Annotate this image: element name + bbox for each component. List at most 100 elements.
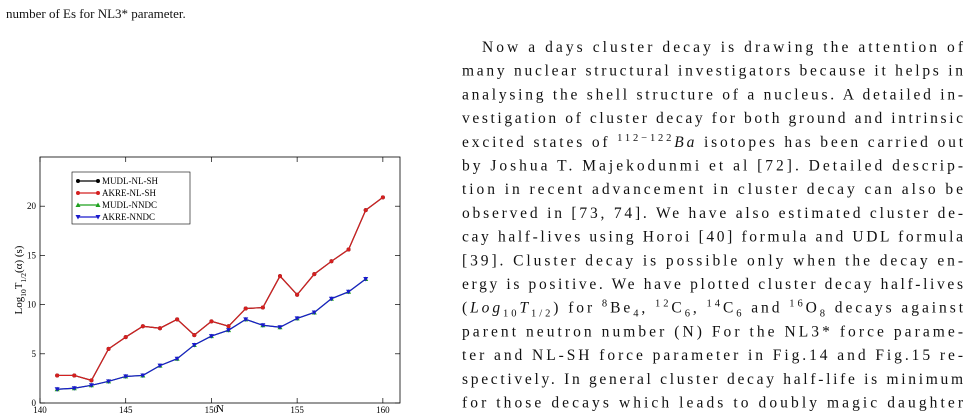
text-run: 16 [789,299,802,310]
text-run: observed in [73, 74]. We have also estim… [462,205,963,222]
legend-marker [76,191,80,195]
text-run: , [641,300,652,317]
y-tick-label: 15 [27,250,37,260]
y-tick-label: 0 [32,398,37,408]
body-line: analysing the shell structure of a nucle… [462,86,963,103]
text-run: Be [610,300,630,317]
text-run: by Joshua T. Majekodunmi et al [72]. Det… [462,158,963,175]
text-run: excited states of [462,134,614,151]
point [226,328,232,333]
point [209,319,214,324]
point [106,379,112,384]
point [312,272,317,277]
point [208,334,214,339]
point [346,289,352,295]
point [311,310,317,315]
body-line: observed in [73, 74]. We have also estim… [462,205,963,222]
x-tick-label: 160 [376,405,390,414]
legend-label: MUDL-NNDC [102,200,157,210]
body-line: vestigation of cluster decay for both gr… [462,110,963,127]
legend-marker [75,202,81,207]
text-run: 6 [685,309,690,320]
text-run: Log [13,296,25,314]
point [329,259,334,264]
point [140,373,146,378]
text-run: (α) (s) [13,245,25,273]
body-line: by Joshua T. Majekodunmi et al [72]. Det… [462,158,963,175]
body-line: [39]. Cluster decay is possible only whe… [462,252,963,269]
x-tick-label: 145 [119,405,133,414]
body-line: many nuclear structural investigators be… [462,63,963,80]
body-line: cay half-lives using Horoi [40] formula … [462,229,963,246]
text-run: Log [469,300,500,317]
point [72,373,77,378]
text-run: many nuclear structural investigators be… [462,63,963,80]
point [277,325,283,330]
point [191,342,197,348]
series-line [57,196,384,382]
point [278,274,282,279]
legend-marker [75,215,81,220]
legend-marker [76,179,80,183]
x-tick-label: 155 [290,405,304,414]
text-run: Now a days cluster decay is drawing the … [482,39,964,56]
point [123,374,129,379]
text-run: 1/2 [531,309,550,320]
text-run: 4 [633,309,639,320]
legend-marker [95,202,101,207]
text-run: ter and NL-SH force parameter in Fig.14 … [462,347,963,364]
text-run: and [744,300,786,317]
point [243,306,248,311]
point [380,195,385,200]
point [260,305,265,310]
text-run: isotopes has been carried out [697,134,963,151]
text-run: O [806,300,817,317]
text-run: ergy is positive. We have plotted cluste… [462,276,963,293]
body-line: excited states of 112−122 Ba isotopes has… [462,133,964,151]
point [295,292,300,297]
text-run: 1/2 [19,273,28,283]
text-run: for those decays which leads to doubly m… [462,395,964,412]
point [346,247,351,252]
point [363,208,368,213]
point [243,317,249,322]
point [174,356,180,362]
legend-marker [96,179,100,183]
body-line: ter and NL-SH force parameter in Fig.14 … [462,347,963,364]
legend-label: MUDL-NL-SH [102,176,158,186]
text-run: parent neutron number (N) For the NL3* f… [462,323,963,340]
text-run: 112−122 [617,133,671,144]
point [106,346,111,351]
text-run: T [519,300,529,317]
point [88,383,94,388]
x-axis-label: N [216,403,224,414]
y-tick-label: 5 [32,349,37,359]
body-line: Now a days cluster decay is drawing the … [482,39,964,56]
point [71,386,77,391]
point [192,333,197,338]
text-run: Ba [674,134,694,151]
text-run: 10 [19,289,28,297]
text-run: cay half-lives using Horoi [40] formula … [462,229,963,246]
text-run: spectively. In general cluster decay hal… [462,371,963,388]
point [123,335,128,340]
x-tick-label: 140 [33,405,47,414]
point [294,316,300,321]
text-run: tion in recent advancement in cluster de… [462,181,963,198]
legend-marker [96,191,100,195]
text-run: ( [462,300,467,317]
text-run: 10 [503,309,516,320]
y-axis-label: Log10T1/2(α) (s) [13,245,28,314]
body-line: (Log 10 T 1/2) for 8 Be 4, 12 C 6, 14 C 6 and 16 O… [462,299,964,320]
y-tick-label: 20 [27,201,37,211]
body-line: tion in recent advancement in cluster de… [462,181,963,198]
text-run: analysing the shell structure of a nucle… [462,86,963,103]
x-tick-label: 150 [205,405,219,414]
point [175,317,180,322]
point [89,378,94,383]
body-line: spectively. In general cluster decay hal… [462,371,963,388]
text-run: decays against [828,300,964,317]
body-line: ergy is positive. We have plotted cluste… [462,276,963,293]
point [54,387,60,392]
